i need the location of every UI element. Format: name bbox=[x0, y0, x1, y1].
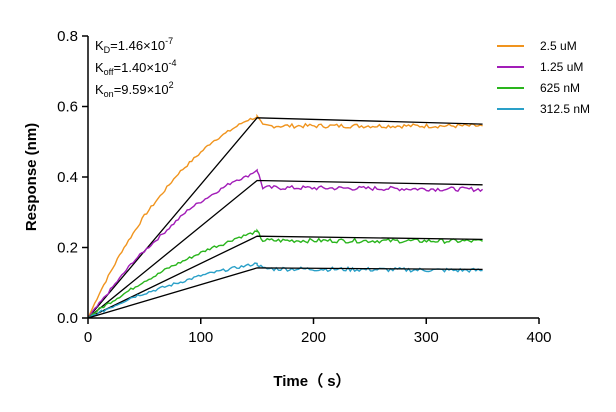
series-line bbox=[87, 228, 483, 319]
y-tick-label: 0.2 bbox=[57, 240, 78, 257]
series-line bbox=[87, 262, 483, 319]
legend-label: 2.5 uM bbox=[540, 39, 577, 53]
ticks: 0 100 200 300 400 0.0 0.2 0.4 0.6 0.8 bbox=[57, 28, 551, 346]
legend-label: 312.5 nM bbox=[540, 102, 590, 116]
y-tick-label: 0.6 bbox=[57, 99, 78, 116]
y-axis-title: Response (nm) bbox=[23, 123, 40, 231]
x-tick-label: 200 bbox=[301, 329, 326, 346]
koff-constant: Koff=1.40×10-4 bbox=[95, 58, 176, 77]
series-line bbox=[87, 113, 483, 319]
x-tick-label: 100 bbox=[188, 329, 213, 346]
legend-label: 1.25 uM bbox=[540, 60, 583, 74]
y-tick-label: 0.8 bbox=[57, 28, 78, 45]
x-tick-label: 300 bbox=[414, 329, 439, 346]
x-tick-label: 400 bbox=[526, 329, 551, 346]
fit-line bbox=[87, 267, 483, 319]
x-tick-label: 0 bbox=[84, 329, 92, 346]
kd-constant: KD=1.46×10-7 bbox=[95, 36, 173, 55]
kinetic-constants: KD=1.46×10-7 Koff=1.40×10-4 Kon=9.59×102 bbox=[95, 36, 176, 99]
x-axis-title: Time（ s） bbox=[273, 372, 350, 390]
fit-line bbox=[87, 235, 483, 319]
series-line bbox=[87, 168, 484, 319]
legend: 2.5 uM 1.25 uM 625 nM 312.5 nM bbox=[497, 39, 590, 116]
y-tick-label: 0.4 bbox=[57, 169, 78, 186]
plot-area bbox=[87, 113, 484, 319]
legend-label: 625 nM bbox=[540, 81, 580, 95]
fit-line bbox=[87, 117, 483, 319]
fit-line bbox=[87, 179, 483, 319]
y-tick-label: 0.0 bbox=[57, 310, 78, 327]
kon-constant: Kon=9.59×102 bbox=[95, 80, 174, 99]
